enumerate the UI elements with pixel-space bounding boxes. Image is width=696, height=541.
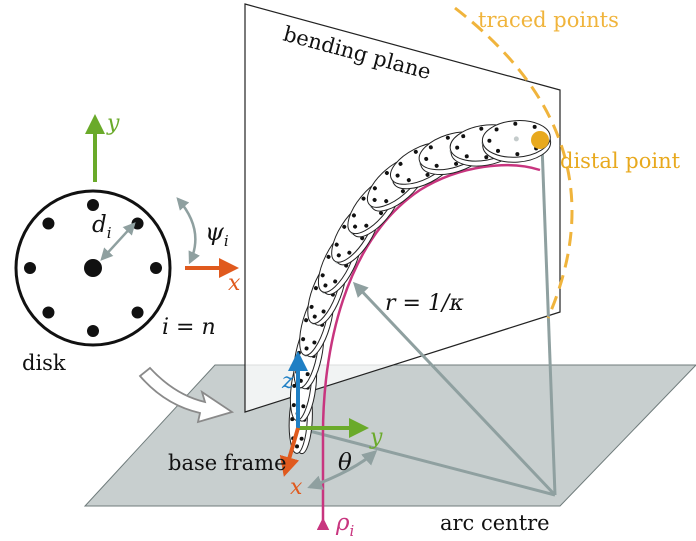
arc-centre-label: arc centre [440, 511, 550, 535]
disk-hole [131, 306, 144, 319]
disk-hole [87, 199, 99, 211]
disk-hole [150, 262, 162, 274]
theta-label: θ [338, 450, 352, 476]
i-equals-n-label: i = n [162, 315, 216, 340]
disk-y-axis-label: y [106, 111, 120, 136]
ground-plane [83, 364, 696, 507]
disk-hole [42, 306, 55, 319]
rho-label: ρi [335, 510, 355, 540]
disk-center-hole [84, 259, 102, 277]
arc-centre-lines [297, 144, 557, 497]
hollow-curved-arrow-icon [138, 366, 235, 424]
disk-hole [87, 325, 99, 337]
disk-cross-section [14, 114, 239, 347]
disk-label: disk [22, 351, 66, 375]
theta-arc-arrow [307, 449, 378, 490]
base-z-axis-label: z [281, 369, 294, 394]
radius-label: r = 1/κ [385, 291, 464, 316]
base-y-axis-label: y [369, 425, 383, 450]
base-frame-axes [279, 351, 369, 477]
disk-hole [42, 217, 55, 230]
base-x-axis-label: x [290, 475, 303, 500]
d-label: di [92, 212, 112, 242]
disk-hole [24, 262, 36, 274]
robot-disks [288, 120, 552, 455]
base-frame-label: base frame [168, 451, 287, 475]
psi-label: ψi [205, 218, 229, 250]
traced-points-label: traced points [478, 8, 619, 32]
tendon-rho-line [316, 163, 541, 530]
d-i-arrow [100, 222, 136, 261]
traced-points-arc [454, 6, 574, 319]
psi-arc-arrow [176, 197, 200, 265]
distal-point-marker [531, 131, 549, 149]
disk-x-axis-label: x [228, 271, 241, 296]
distal-point-label: distal point [560, 149, 681, 173]
